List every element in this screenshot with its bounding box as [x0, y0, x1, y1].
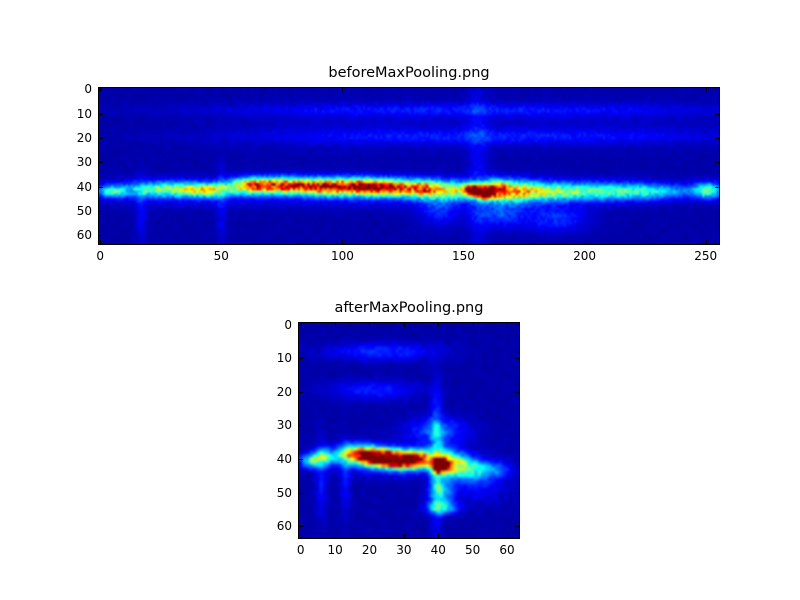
tick-mark: [715, 186, 719, 188]
y-tick-label: 30: [276, 418, 292, 433]
tick-mark: [463, 240, 465, 244]
heatmap-before-maxpooling: [99, 88, 719, 244]
heatmap-after-maxpooling: [299, 323, 519, 538]
x-tick-label: 20: [361, 543, 378, 557]
chart-title-before-maxpooling: beforeMaxPooling.png: [328, 65, 490, 81]
tick-mark: [438, 534, 440, 538]
tick-mark: [715, 235, 719, 237]
tick-mark: [299, 526, 303, 528]
y-tick-label: 0: [84, 82, 92, 97]
tick-mark: [99, 137, 103, 139]
tick-mark: [99, 113, 103, 115]
tick-mark: [472, 323, 474, 327]
y-tick-label: 40: [276, 452, 292, 467]
tick-mark: [335, 323, 337, 327]
tick-mark: [299, 391, 303, 393]
tick-mark: [715, 89, 719, 91]
y-tick-label: 30: [76, 155, 92, 170]
tick-mark: [705, 88, 707, 92]
tick-mark: [506, 534, 508, 538]
tick-mark: [584, 240, 586, 244]
tick-mark: [99, 89, 103, 91]
tick-mark: [515, 526, 519, 528]
tick-mark: [221, 88, 223, 92]
tick-mark: [705, 240, 707, 244]
x-tick-label: 40: [430, 543, 446, 557]
x-tick-label: 200: [573, 249, 597, 263]
tick-mark: [369, 323, 371, 327]
tick-mark: [506, 323, 508, 327]
tick-mark: [472, 534, 474, 538]
tick-mark: [515, 492, 519, 494]
tick-mark: [299, 492, 303, 494]
tick-mark: [300, 534, 302, 538]
tick-mark: [299, 358, 303, 360]
tick-mark: [100, 240, 102, 244]
y-tick-label: 60: [276, 519, 292, 534]
tick-mark: [515, 425, 519, 427]
tick-mark: [515, 391, 519, 393]
tick-mark: [299, 425, 303, 427]
tick-mark: [438, 323, 440, 327]
tick-mark: [515, 324, 519, 326]
x-tick-label: 150: [452, 249, 475, 263]
chart-title-after-maxpooling: afterMaxPooling.png: [334, 300, 484, 316]
tick-mark: [715, 211, 719, 213]
y-tick-label: 50: [276, 485, 292, 500]
y-tick-label: 20: [276, 384, 292, 399]
x-tick-label: 60: [499, 543, 515, 557]
tick-mark: [342, 240, 344, 244]
tick-mark: [335, 534, 337, 538]
x-tick-label: 250: [694, 249, 718, 263]
x-tick-label: 0: [296, 543, 305, 557]
tick-mark: [99, 211, 103, 213]
y-tick-label: 60: [76, 228, 92, 243]
tick-mark: [584, 88, 586, 92]
y-tick-label: 10: [276, 351, 292, 366]
tick-mark: [342, 88, 344, 92]
tick-mark: [221, 240, 223, 244]
x-tick-label: 10: [327, 543, 343, 557]
tick-mark: [715, 137, 719, 139]
tick-mark: [403, 323, 405, 327]
tick-mark: [715, 113, 719, 115]
y-tick-label: 50: [76, 204, 92, 219]
y-tick-label: 20: [76, 130, 92, 145]
x-tick-label: 50: [213, 249, 229, 263]
tick-mark: [403, 534, 405, 538]
x-tick-label: 50: [464, 543, 481, 557]
tick-mark: [99, 186, 103, 188]
y-tick-label: 10: [76, 106, 92, 121]
x-tick-label: 30: [396, 543, 412, 557]
y-tick-label: 0: [284, 317, 292, 332]
tick-mark: [463, 88, 465, 92]
x-tick-label: 0: [96, 249, 105, 263]
tick-mark: [299, 324, 303, 326]
tick-mark: [299, 459, 303, 461]
tick-mark: [99, 162, 103, 164]
y-tick-label: 40: [76, 179, 92, 194]
tick-mark: [515, 358, 519, 360]
tick-mark: [99, 235, 103, 237]
x-tick-label: 100: [330, 249, 354, 263]
tick-mark: [715, 162, 719, 164]
tick-mark: [369, 534, 371, 538]
tick-mark: [515, 459, 519, 461]
